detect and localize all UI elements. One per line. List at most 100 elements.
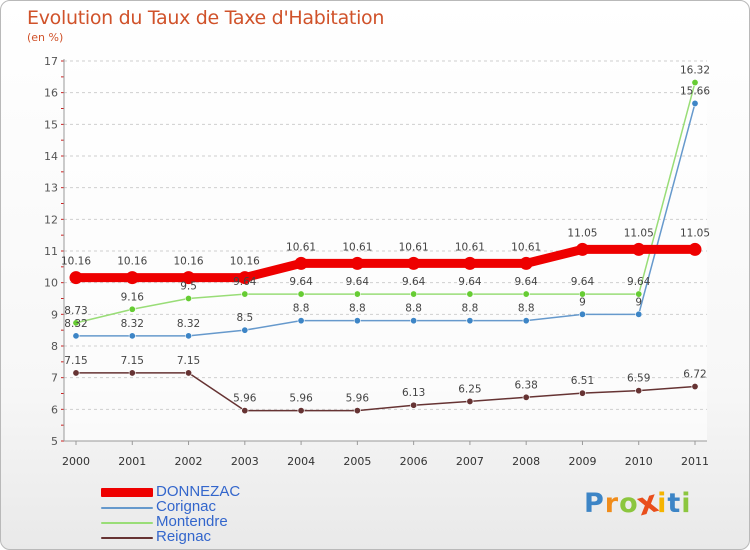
data-label-montendre: 9.64	[458, 276, 482, 288]
data-point-reignac	[128, 369, 136, 377]
data-label-reignac: 5.96	[233, 393, 257, 405]
y-tick-label: 13	[44, 182, 58, 195]
data-label-reignac: 7.15	[177, 355, 200, 367]
data-label-reignac: 6.25	[458, 383, 481, 395]
data-label-corignac: 8.32	[177, 318, 200, 330]
series-line-montendre	[75, 81, 696, 324]
x-tick-label: 2009	[568, 455, 596, 468]
y-tick-label: 12	[44, 213, 58, 226]
chart-unit-label: (en %)	[27, 31, 64, 44]
data-label-donnezac: 10.61	[511, 241, 541, 253]
logo-letter: i	[657, 488, 668, 519]
data-point-donnezac	[125, 271, 139, 285]
data-label-reignac: 6.13	[402, 387, 425, 399]
data-point-donnezac	[575, 242, 589, 256]
data-label-montendre: 9.64	[402, 276, 426, 288]
logo-letter: r	[604, 488, 620, 519]
data-label-montendre: 9.64	[233, 276, 257, 288]
data-point-corignac	[578, 310, 586, 318]
data-point-corignac	[522, 317, 530, 325]
data-point-reignac	[691, 383, 699, 391]
data-point-montendre	[241, 290, 249, 298]
y-tick-label: 14	[44, 150, 58, 163]
series-line-donnezac	[71, 244, 700, 283]
data-point-montendre	[128, 305, 136, 313]
data-point-reignac	[410, 401, 418, 409]
data-label-donnezac: 11.05	[680, 227, 710, 239]
x-tick-label: 2008	[512, 455, 540, 468]
data-label-donnezac: 11.05	[567, 227, 597, 239]
data-point-corignac	[128, 332, 136, 340]
data-point-corignac	[72, 332, 80, 340]
data-label-montendre: 9.16	[121, 291, 145, 303]
data-label-donnezac: 10.61	[342, 241, 372, 253]
data-label-reignac: 6.72	[683, 369, 706, 381]
data-label-reignac: 7.15	[121, 355, 144, 367]
chart-title: Evolution du Taux de Taxe d'Habitation	[27, 7, 385, 29]
data-label-montendre: 9.64	[346, 276, 370, 288]
y-tick-label: 8	[51, 340, 58, 353]
x-tick-label: 2003	[231, 455, 259, 468]
data-point-montendre	[691, 79, 699, 87]
legend-item-corignac: Corignac	[101, 499, 301, 516]
x-tick-label: 2001	[118, 455, 146, 468]
data-point-montendre	[353, 290, 361, 298]
proxiti-logo: Proxiti	[584, 484, 692, 524]
data-point-corignac	[466, 317, 474, 325]
data-label-corignac: 8.8	[405, 303, 422, 315]
data-label-reignac: 6.51	[571, 375, 594, 387]
data-point-reignac	[72, 369, 80, 377]
data-label-donnezac: 10.16	[174, 256, 204, 268]
data-label-montendre: 9.5	[180, 281, 197, 293]
y-tick-label: 10	[44, 277, 58, 290]
data-label-corignac: 9	[635, 296, 642, 308]
data-point-corignac	[635, 310, 643, 318]
data-label-reignac: 6.59	[627, 373, 650, 385]
data-point-montendre	[72, 319, 80, 327]
data-label-montendre: 9.64	[627, 276, 651, 288]
data-point-donnezac	[688, 242, 702, 256]
data-point-reignac	[466, 397, 474, 405]
data-label-montendre: 9.64	[571, 276, 595, 288]
data-label-donnezac: 10.16	[61, 256, 91, 268]
data-label-corignac: 8.8	[349, 303, 366, 315]
data-point-donnezac	[238, 271, 252, 285]
legend-swatch-corignac	[101, 507, 153, 509]
data-point-donnezac	[69, 271, 83, 285]
legend-item-montendre: Montendre	[101, 514, 301, 531]
data-point-montendre	[410, 290, 418, 298]
data-point-donnezac	[463, 256, 477, 270]
data-point-corignac	[185, 332, 193, 340]
legend-label-reignac: Reignac	[156, 528, 212, 545]
data-point-montendre	[635, 290, 643, 298]
data-label-montendre: 9.64	[289, 276, 313, 288]
data-label-reignac: 5.96	[289, 393, 313, 405]
x-tick-label: 2000	[62, 455, 90, 468]
data-point-reignac	[578, 389, 586, 397]
data-point-reignac	[522, 393, 530, 401]
data-point-reignac	[635, 387, 643, 395]
data-label-donnezac: 10.61	[455, 241, 485, 253]
data-point-corignac	[353, 317, 361, 325]
x-tick-label: 2002	[175, 455, 203, 468]
data-label-reignac: 5.96	[346, 393, 370, 405]
y-tick-label: 15	[44, 118, 58, 131]
data-label-donnezac: 10.61	[399, 241, 429, 253]
data-point-reignac	[297, 407, 305, 415]
y-tick-label: 6	[51, 403, 58, 416]
data-label-donnezac: 10.16	[117, 256, 147, 268]
y-tick-label: 7	[51, 372, 58, 385]
data-point-montendre	[466, 290, 474, 298]
x-tick-label: 2006	[400, 455, 428, 468]
data-point-corignac	[691, 99, 699, 107]
data-point-montendre	[578, 290, 586, 298]
x-tick-label: 2010	[625, 455, 653, 468]
x-tick-label: 2007	[456, 455, 484, 468]
data-label-corignac: 8.8	[518, 303, 535, 315]
legend-label-donnezac: DONNEZAC	[156, 483, 241, 500]
legend-swatch-montendre	[101, 522, 153, 524]
data-point-donnezac	[632, 242, 646, 256]
data-point-montendre	[185, 294, 193, 302]
